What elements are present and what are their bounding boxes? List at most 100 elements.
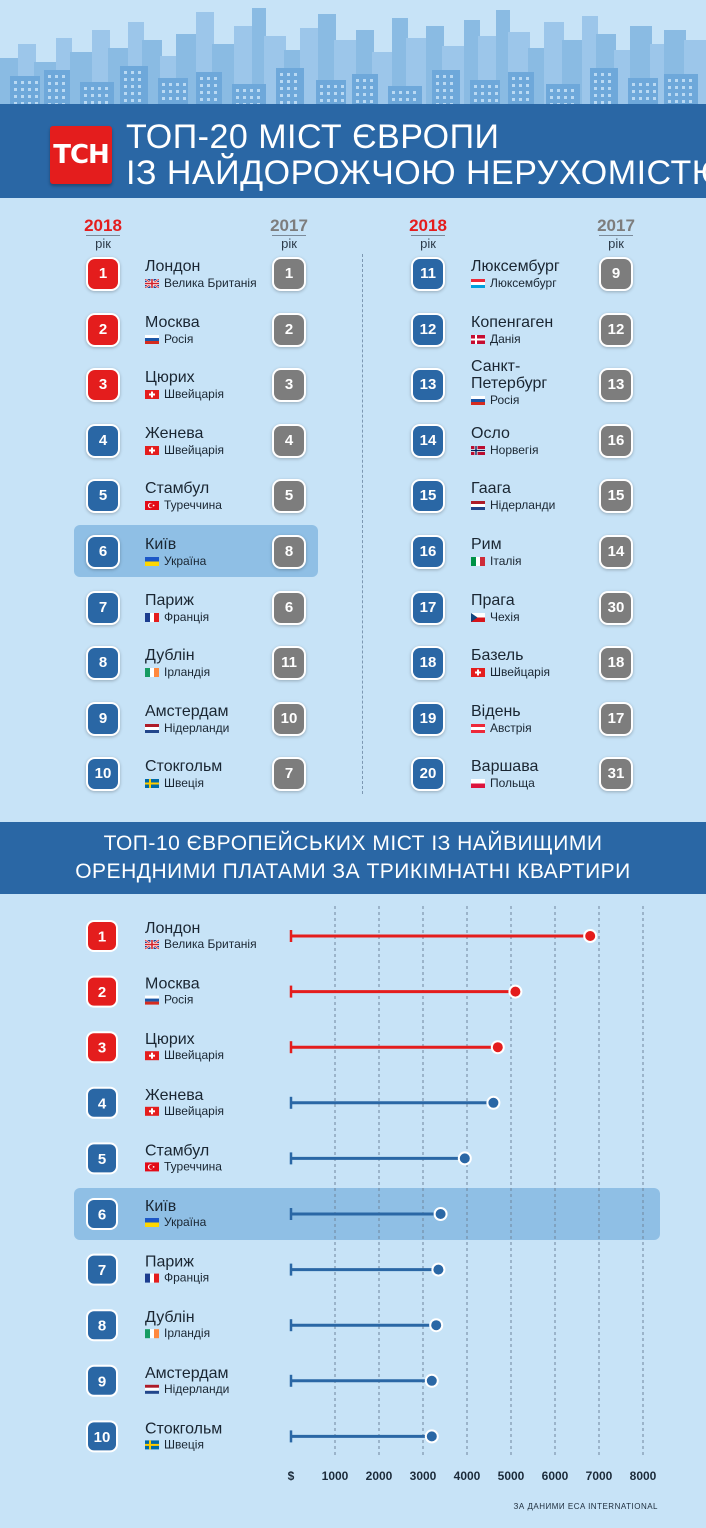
window [280,87,283,90]
flag-it-icon [471,557,485,566]
rank-2017-badge: 13 [601,370,631,401]
window [124,99,127,102]
rank-2018-badge: 14 [413,425,443,456]
window [183,83,186,86]
window [320,99,323,102]
city-name: Цюрих [145,1031,195,1048]
window [320,85,323,88]
window [601,87,604,90]
rank-2017-badge: 10 [274,703,304,734]
page-title-line1: ТОП-20 МІСТ ЄВРОПИ [126,118,500,156]
window [105,94,108,97]
rank-2017-badge: 6 [274,592,304,623]
window [406,91,409,94]
window [594,80,597,83]
rank-2017-badge: 7 [274,759,304,790]
window [84,101,87,104]
rank-badge [86,1253,118,1286]
window [363,100,366,103]
flag-ua-icon [145,1218,159,1227]
building [388,86,422,106]
window [91,87,94,90]
country-name: Україна [145,554,206,568]
rank-number: 5 [98,1151,106,1168]
window [675,93,678,96]
window [413,98,416,101]
rank-number: 1 [98,929,106,946]
year-2017-label: 2017 [597,216,635,235]
country-name: Франція [145,610,209,624]
country-name: Туреччина [145,498,222,512]
window [287,101,290,104]
window [682,79,685,82]
window [207,98,210,101]
rank-2017-badge: 8 [274,537,304,567]
window [550,96,553,99]
rank-2017-badge: 17 [601,703,631,734]
city-name: Київ [145,1198,176,1215]
window [356,79,359,82]
window [639,90,642,93]
window [443,96,446,99]
window [443,82,446,85]
window [48,82,51,85]
window [341,92,344,95]
country-name: Швейцарія [145,443,224,457]
window [594,101,597,104]
window [481,92,484,95]
window [138,78,141,81]
window [356,86,359,89]
x-tick-label: 6000 [542,1469,569,1483]
country-name: Україна [164,1215,207,1229]
window [481,99,484,102]
year-suffix: рік [281,236,297,251]
country-name: Велика Британія [164,937,257,951]
window [200,98,203,101]
window [608,101,611,104]
window [14,88,17,91]
window [512,98,515,101]
rank-2017-badge: 9 [601,259,631,289]
rank-2017-badge: 30 [601,592,631,623]
country-name: Швеція [164,1437,204,1451]
window [668,79,671,82]
rank-badge [86,1031,118,1064]
window [105,87,108,90]
city-name: Люксембург [471,258,560,275]
window [200,77,203,80]
window [28,88,31,91]
window [91,101,94,104]
window [55,82,58,85]
city-name: Прага [471,591,515,609]
window [519,91,522,94]
window [176,97,179,100]
rank-badge [86,1086,118,1119]
building [392,18,408,106]
window [608,87,611,90]
window [48,89,51,92]
window [334,92,337,95]
rank-2018-badge: 2 [88,314,118,345]
flag-ru-icon [145,334,159,344]
window [162,97,165,100]
window [488,92,491,95]
country-name: Нідерланди [471,498,555,512]
window [183,90,186,93]
window [28,102,31,105]
rank-number: 9 [98,1373,106,1390]
rent-chart-header: ТОП-10 ЄВРОПЕЙСЬКИХ МІСТ ІЗ НАЙВИЩИМИ ОР… [0,822,706,894]
rank-number: 10 [94,1429,111,1446]
window [200,91,203,94]
rank-badge [86,975,118,1008]
country-name: Росія [145,332,193,346]
city-name: Київ [145,536,177,553]
bar-end-point [431,1262,446,1277]
window [675,86,678,89]
window [341,85,344,88]
window [84,94,87,97]
x-tick-label: 7000 [586,1469,613,1483]
window [413,91,416,94]
window [334,99,337,102]
city-name: Варшава [471,758,539,776]
flag-no-icon [471,445,485,455]
